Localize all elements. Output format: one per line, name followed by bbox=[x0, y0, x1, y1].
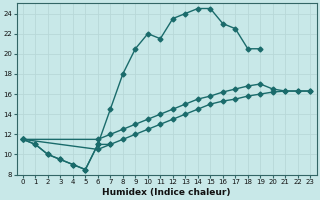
X-axis label: Humidex (Indice chaleur): Humidex (Indice chaleur) bbox=[102, 188, 231, 197]
